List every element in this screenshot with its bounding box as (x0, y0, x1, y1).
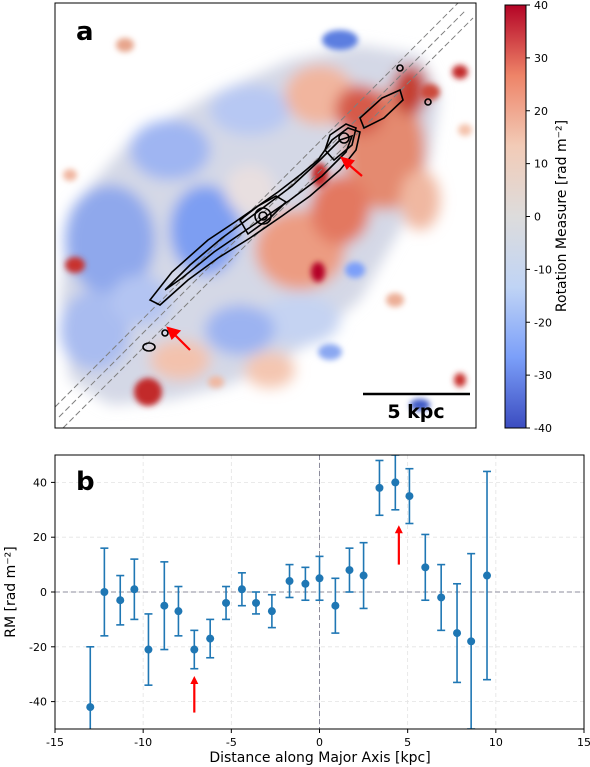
data-point (483, 571, 492, 580)
panel-a-label: a (76, 17, 94, 47)
colorbar-tick-label: 20 (534, 105, 548, 118)
data-point (100, 588, 109, 596)
data-point (86, 703, 95, 712)
data-point (190, 645, 199, 654)
x-axis-label: Distance along Major Axis [kpc] (209, 750, 430, 766)
y-tick-label: -40 (29, 696, 47, 709)
y-tick-label: 20 (33, 531, 47, 544)
colorbar-tick-label: 0 (534, 211, 541, 224)
colorbar-tick-label: -10 (534, 263, 552, 276)
data-point (391, 478, 400, 487)
data-point (237, 585, 246, 594)
x-tick-label: 5 (404, 736, 411, 749)
data-point (331, 601, 340, 610)
colorbar-tick-label: -40 (534, 422, 552, 435)
colorbar: 40 30 20 10 0 -10 -20 -30 -40 Rotation Measure [… (504, 0, 570, 435)
rm-map-body (60, 45, 440, 405)
panel-b-points (86, 455, 492, 729)
panel-b-arrows (190, 525, 403, 713)
data-point (206, 634, 215, 643)
colorbar-tick-label: -30 (534, 369, 552, 382)
data-point (405, 492, 414, 501)
x-tick-label: -15 (46, 736, 64, 749)
y-tick-label: 0 (40, 586, 47, 599)
rm-map (55, 3, 474, 428)
panel-a-frame (54, 2, 477, 429)
data-point (437, 593, 446, 602)
rm-map-blobs (63, 30, 472, 411)
panel-a: 5 kpc a (54, 2, 477, 429)
colorbar-rect (504, 4, 527, 429)
data-point (301, 579, 310, 588)
data-point (267, 607, 276, 616)
data-point (222, 598, 231, 607)
pi-contours (142, 64, 432, 352)
data-point (252, 598, 261, 607)
data-point (315, 574, 324, 583)
panel-b: -15 -10 -5 0 5 10 15 -40 -20 0 20 40 Distance alon… (3, 454, 590, 766)
y-tick-label: 40 (33, 476, 47, 489)
arrow-head (190, 675, 199, 684)
colorbar-label: Rotation Measure [rad m⁻²] (554, 120, 570, 312)
data-point (453, 629, 462, 638)
panel-b-label: b (76, 467, 95, 497)
data-point (375, 483, 384, 492)
data-point (160, 601, 169, 610)
data-point (285, 577, 294, 586)
data-point (144, 645, 153, 654)
data-point (130, 585, 139, 594)
y-axis-ticks: -40 -20 0 20 40 (29, 476, 55, 709)
colorbar-tick-label: 10 (534, 158, 548, 171)
x-tick-label: -5 (226, 736, 237, 749)
data-point (467, 637, 476, 646)
x-tick-label: 0 (316, 736, 323, 749)
data-point (421, 563, 430, 572)
x-axis-ticks: -15 -10 -5 0 5 10 15 (46, 729, 590, 749)
scalebar-label: 5 kpc (387, 401, 444, 423)
colorbar-tick-label: -20 (534, 316, 552, 329)
data-point (174, 607, 183, 616)
map-arrows (166, 156, 363, 351)
arrow-head (394, 525, 403, 534)
colorbar-tick-label: 30 (534, 52, 548, 65)
x-tick-label: -10 (134, 736, 152, 749)
data-point (359, 571, 368, 580)
colorbar-ticks: 40 30 20 10 0 -10 -20 -30 -40 (526, 0, 552, 435)
colorbar-tick-label: 40 (534, 0, 548, 12)
y-tick-label: -20 (29, 641, 47, 654)
x-tick-label: 15 (577, 736, 590, 749)
data-point (345, 566, 354, 575)
x-tick-label: 10 (489, 736, 503, 749)
data-point (116, 596, 125, 605)
y-axis-label: RM [rad m⁻²] (3, 546, 19, 638)
